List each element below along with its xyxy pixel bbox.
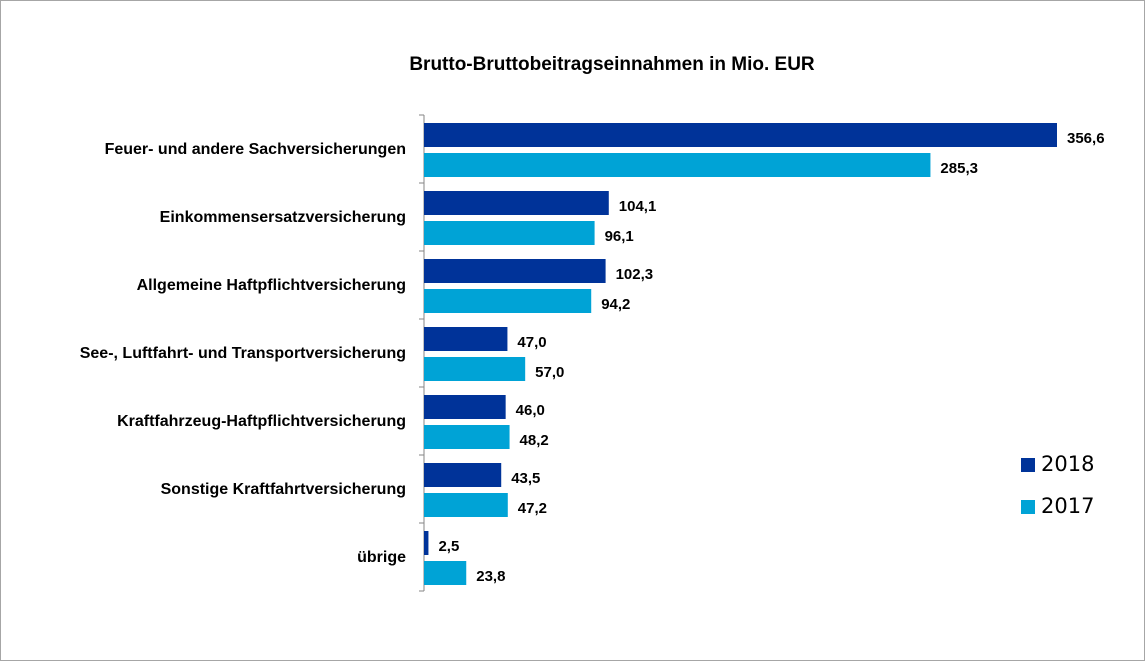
category-label: Sonstige Kraftfahrtversicherung <box>161 481 406 498</box>
value-label: 102,3 <box>616 266 654 283</box>
legend-label: 2018 <box>1041 452 1094 476</box>
value-label: 47,0 <box>517 334 546 351</box>
value-label: 96,1 <box>605 228 634 245</box>
category-label: übrige <box>357 549 406 566</box>
bar <box>424 531 429 555</box>
bar <box>424 357 526 381</box>
bar <box>424 493 508 517</box>
category-label: Allgemeine Haftpflichtversicherung <box>137 277 406 294</box>
bar <box>424 425 510 449</box>
chart-title: Brutto-Bruttobeitragseinnahmen in Mio. E… <box>409 54 815 75</box>
category-label: Feuer- und andere Sachversicherungen <box>105 141 406 158</box>
bar <box>424 395 506 419</box>
value-label: 285,3 <box>940 160 978 177</box>
bar <box>424 561 467 585</box>
bar <box>424 191 609 215</box>
value-label: 94,2 <box>601 296 630 313</box>
category-label: Kraftfahrzeug-Haftpflichtversicherung <box>117 413 406 430</box>
category-label: Einkommensersatzversicherung <box>160 209 406 226</box>
value-label: 48,2 <box>520 432 549 449</box>
value-label: 23,8 <box>476 568 505 585</box>
bar <box>424 153 931 177</box>
bar <box>424 463 502 487</box>
value-label: 47,2 <box>518 500 547 517</box>
value-label: 104,1 <box>619 198 657 215</box>
bar <box>424 221 595 245</box>
legend-swatch <box>1021 500 1035 514</box>
legend-label: 2017 <box>1041 494 1094 518</box>
category-label: See-, Luftfahrt- und Transportversicheru… <box>80 345 406 362</box>
legend-swatch <box>1021 458 1035 472</box>
value-label: 46,0 <box>516 402 545 419</box>
bar <box>424 289 592 313</box>
value-label: 57,0 <box>535 364 564 381</box>
value-label: 2,5 <box>438 538 459 555</box>
value-label: 356,6 <box>1067 130 1105 147</box>
value-label: 43,5 <box>511 470 540 487</box>
bar <box>424 259 606 283</box>
bar <box>424 123 1057 147</box>
bar <box>424 327 508 351</box>
